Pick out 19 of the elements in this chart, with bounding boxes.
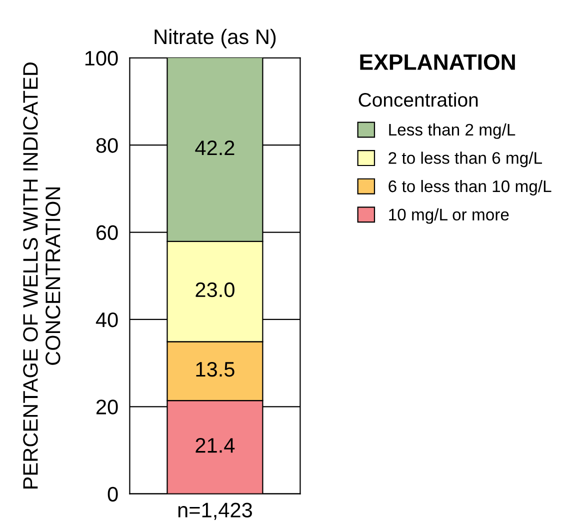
y-tick-label: 20 xyxy=(96,400,118,414)
x-tick-label: n=1,423 xyxy=(178,502,252,520)
data-label: 13.5 xyxy=(196,362,234,377)
data-label: 42.2 xyxy=(195,140,234,156)
chart-title: Nitrate (as N) xyxy=(154,28,276,48)
y-tick-label: 0 xyxy=(108,486,118,502)
y-tick-label: 100 xyxy=(85,50,118,66)
data-label: 21.4 xyxy=(196,438,235,453)
data-label: 23.0 xyxy=(196,282,234,298)
y-axis-title: PERCENTAGE OF WELLS WITH INDICATED CONCENTRATION xyxy=(23,62,60,488)
legend-label: 2 to less than 6 mg/L xyxy=(388,152,542,168)
legend-label: 6 to less than 10 mg/L xyxy=(388,180,552,196)
text: EXPLANATION xyxy=(360,54,515,70)
y-tick-label: 60 xyxy=(96,225,118,240)
legend-title: Concentration xyxy=(358,92,478,107)
legend-label: Less than 2 mg/L xyxy=(389,123,516,139)
y-tick-label: 40 xyxy=(96,312,118,328)
y-tick-label: 80 xyxy=(96,138,118,153)
legend-label: 10 mg/L or more xyxy=(389,208,509,224)
